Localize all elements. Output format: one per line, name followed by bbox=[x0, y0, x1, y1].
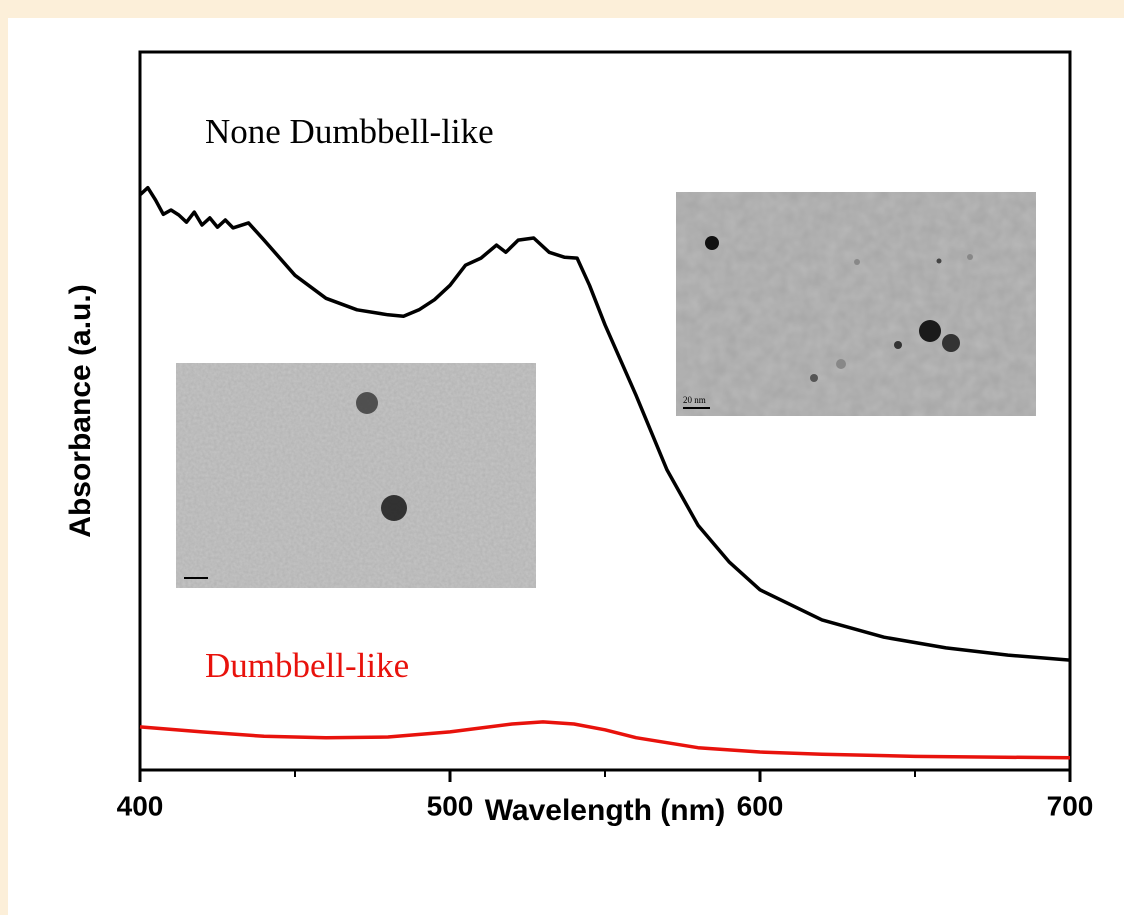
inset-scale-label: 20 nm bbox=[683, 395, 706, 405]
x-tick-label: 500 bbox=[427, 790, 474, 821]
figure-background bbox=[8, 18, 1124, 915]
data-line bbox=[139, 720, 1071, 760]
y-axis-label: Absorbance (a.u.) bbox=[64, 284, 97, 537]
annotation: Dumbbell-like bbox=[205, 646, 409, 685]
x-axis-label: Wavelength (nm) bbox=[485, 794, 726, 827]
annotation: None Dumbbell-like bbox=[205, 112, 494, 151]
tem-inset-right: 20 nm bbox=[676, 192, 1036, 416]
x-tick-label: 700 bbox=[1047, 790, 1094, 821]
x-tick-label: 400 bbox=[117, 790, 164, 821]
data-line bbox=[138, 185, 1071, 662]
tem-inset-left bbox=[176, 363, 536, 588]
x-tick-label: 600 bbox=[737, 790, 784, 821]
